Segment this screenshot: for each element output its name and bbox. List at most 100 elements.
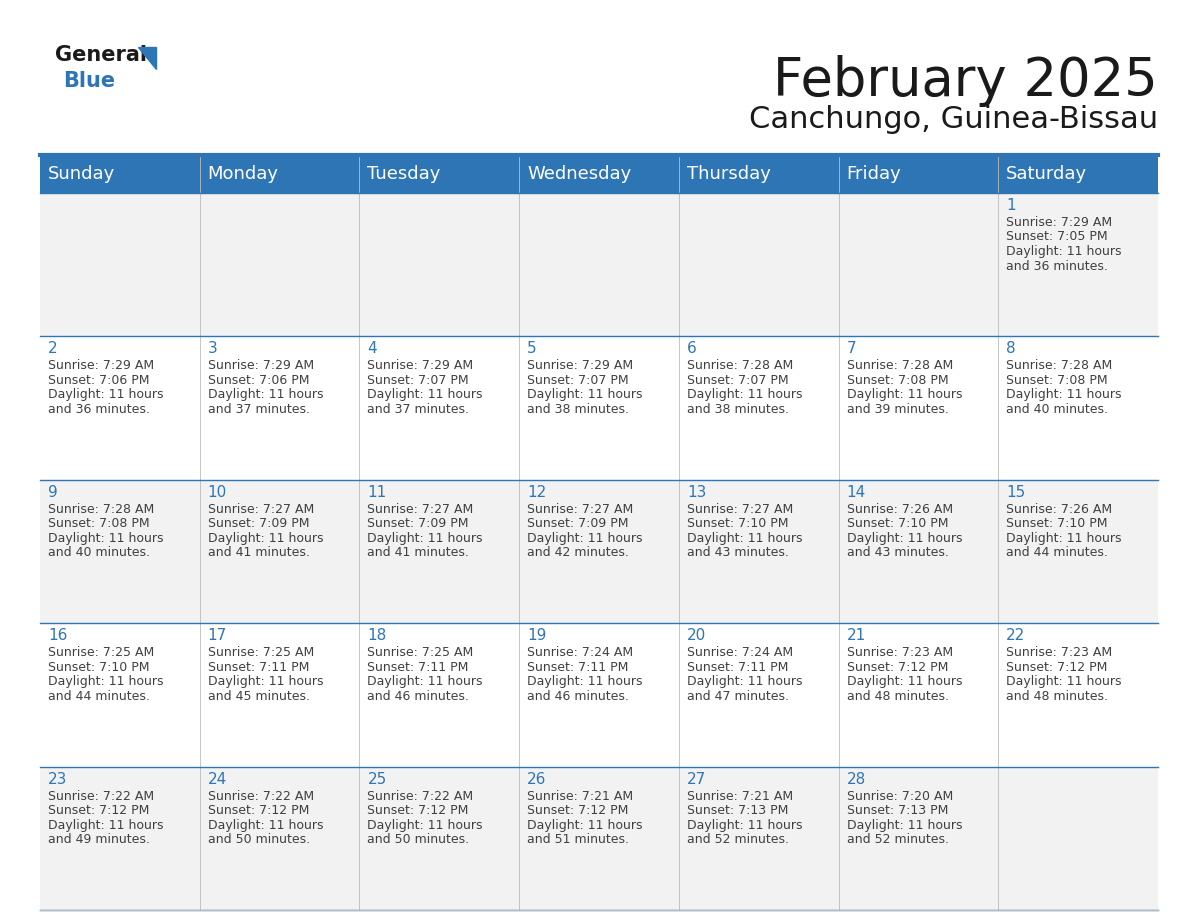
Text: and 44 minutes.: and 44 minutes. [1006,546,1108,559]
Text: Sunrise: 7:27 AM: Sunrise: 7:27 AM [367,503,474,516]
Bar [678,155,839,193]
Text: Daylight: 11 hours: Daylight: 11 hours [208,676,323,688]
Text: Sunset: 7:11 PM: Sunset: 7:11 PM [208,661,309,674]
Text: 20: 20 [687,628,706,644]
Bar [678,623,839,767]
Text: and 41 minutes.: and 41 minutes. [208,546,310,559]
Text: 1: 1 [1006,198,1016,213]
Bar [678,336,839,480]
Text: 3: 3 [208,341,217,356]
Text: 8: 8 [1006,341,1016,356]
Bar [839,336,998,480]
Text: and 46 minutes.: and 46 minutes. [527,689,628,702]
Text: 4: 4 [367,341,377,356]
Bar [40,336,200,480]
Text: and 52 minutes.: and 52 minutes. [847,834,948,846]
Text: Daylight: 11 hours: Daylight: 11 hours [1006,532,1121,544]
Bar [360,193,519,336]
Text: Sunrise: 7:26 AM: Sunrise: 7:26 AM [1006,503,1112,516]
Text: Daylight: 11 hours: Daylight: 11 hours [208,532,323,544]
Text: Daylight: 11 hours: Daylight: 11 hours [367,532,484,544]
Text: 15: 15 [1006,485,1025,499]
Text: Sunrise: 7:22 AM: Sunrise: 7:22 AM [48,789,154,802]
Text: Sunset: 7:05 PM: Sunset: 7:05 PM [1006,230,1108,243]
Bar [519,193,678,336]
Bar [200,480,360,623]
Text: Daylight: 11 hours: Daylight: 11 hours [527,819,643,832]
Bar [678,193,839,336]
Text: General: General [55,45,147,65]
Bar [678,767,839,910]
Text: Blue: Blue [63,71,115,91]
Text: Sunday: Sunday [48,165,115,183]
Bar [839,623,998,767]
Text: Daylight: 11 hours: Daylight: 11 hours [527,388,643,401]
Bar [839,767,998,910]
Text: Daylight: 11 hours: Daylight: 11 hours [1006,245,1121,258]
Text: 2: 2 [48,341,58,356]
Text: and 43 minutes.: and 43 minutes. [687,546,789,559]
Text: Daylight: 11 hours: Daylight: 11 hours [847,819,962,832]
Text: 21: 21 [847,628,866,644]
Text: Daylight: 11 hours: Daylight: 11 hours [687,819,802,832]
Text: Sunrise: 7:28 AM: Sunrise: 7:28 AM [847,360,953,373]
Text: 12: 12 [527,485,546,499]
Text: Daylight: 11 hours: Daylight: 11 hours [687,532,802,544]
Text: Sunrise: 7:22 AM: Sunrise: 7:22 AM [208,789,314,802]
Text: Sunset: 7:12 PM: Sunset: 7:12 PM [847,661,948,674]
Bar [360,767,519,910]
Text: Daylight: 11 hours: Daylight: 11 hours [847,532,962,544]
Text: Sunrise: 7:28 AM: Sunrise: 7:28 AM [687,360,794,373]
Bar [998,193,1158,336]
Text: and 43 minutes.: and 43 minutes. [847,546,948,559]
Text: Sunset: 7:08 PM: Sunset: 7:08 PM [48,518,150,531]
Text: 6: 6 [687,341,696,356]
Text: Thursday: Thursday [687,165,771,183]
Bar [998,480,1158,623]
Text: and 39 minutes.: and 39 minutes. [847,403,948,416]
Text: Daylight: 11 hours: Daylight: 11 hours [208,819,323,832]
Bar [40,623,200,767]
Bar [360,480,519,623]
Bar [519,336,678,480]
Text: Sunset: 7:13 PM: Sunset: 7:13 PM [687,804,788,817]
Polygon shape [138,47,156,69]
Text: Daylight: 11 hours: Daylight: 11 hours [847,676,962,688]
Text: Sunset: 7:12 PM: Sunset: 7:12 PM [208,804,309,817]
Text: Sunrise: 7:20 AM: Sunrise: 7:20 AM [847,789,953,802]
Text: Daylight: 11 hours: Daylight: 11 hours [527,532,643,544]
Text: Sunrise: 7:21 AM: Sunrise: 7:21 AM [687,789,792,802]
Bar [998,623,1158,767]
Text: and 50 minutes.: and 50 minutes. [367,834,469,846]
Text: Sunrise: 7:27 AM: Sunrise: 7:27 AM [208,503,314,516]
Text: Sunrise: 7:27 AM: Sunrise: 7:27 AM [687,503,794,516]
Text: Sunset: 7:12 PM: Sunset: 7:12 PM [367,804,469,817]
Text: Daylight: 11 hours: Daylight: 11 hours [48,532,164,544]
Text: 22: 22 [1006,628,1025,644]
Text: Sunrise: 7:29 AM: Sunrise: 7:29 AM [527,360,633,373]
Text: and 52 minutes.: and 52 minutes. [687,834,789,846]
Text: Sunset: 7:12 PM: Sunset: 7:12 PM [1006,661,1107,674]
Text: Sunrise: 7:29 AM: Sunrise: 7:29 AM [208,360,314,373]
Text: 9: 9 [48,485,58,499]
Text: Sunrise: 7:21 AM: Sunrise: 7:21 AM [527,789,633,802]
Text: and 37 minutes.: and 37 minutes. [367,403,469,416]
Text: Sunset: 7:11 PM: Sunset: 7:11 PM [687,661,788,674]
Text: Sunrise: 7:28 AM: Sunrise: 7:28 AM [1006,360,1112,373]
Text: and 44 minutes.: and 44 minutes. [48,689,150,702]
Text: 23: 23 [48,772,68,787]
Text: Sunrise: 7:28 AM: Sunrise: 7:28 AM [48,503,154,516]
Text: 19: 19 [527,628,546,644]
Text: Daylight: 11 hours: Daylight: 11 hours [367,676,484,688]
Text: and 36 minutes.: and 36 minutes. [1006,260,1108,273]
Text: Sunset: 7:10 PM: Sunset: 7:10 PM [1006,518,1107,531]
Text: Saturday: Saturday [1006,165,1087,183]
Text: Sunrise: 7:24 AM: Sunrise: 7:24 AM [687,646,792,659]
Bar [360,336,519,480]
Bar [678,480,839,623]
Text: and 40 minutes.: and 40 minutes. [48,546,150,559]
Bar [40,480,200,623]
Text: Daylight: 11 hours: Daylight: 11 hours [687,388,802,401]
Text: Monday: Monday [208,165,279,183]
Text: Sunset: 7:09 PM: Sunset: 7:09 PM [367,518,469,531]
